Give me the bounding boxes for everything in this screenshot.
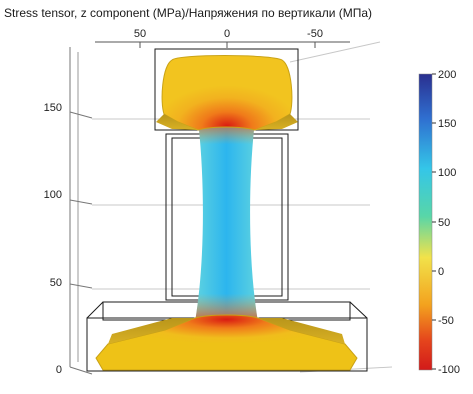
left-tick-label: 100 [44, 189, 62, 201]
left-tick-label: 150 [44, 102, 62, 114]
colorbar-tick-label: 50 [438, 217, 450, 229]
rail-web [195, 120, 258, 322]
graphics-viewport[interactable]: 50 0 -50 150 100 50 0 [0, 22, 473, 394]
top-tick-label: 0 [224, 28, 230, 40]
top-axis: 50 0 -50 [95, 28, 350, 48]
colorbar-tick-label: -50 [438, 315, 454, 327]
left-tick-label: 50 [50, 277, 62, 289]
colorbar: 200 150 100 50 0 -50 -100 [418, 69, 460, 376]
colorbar-tick-label: 200 [438, 69, 456, 81]
rail-head [156, 55, 298, 131]
top-tick-label: -50 [307, 28, 323, 40]
rail-foot [95, 314, 358, 371]
colorbar-tick-label: 0 [438, 266, 444, 278]
stress-plot-svg: 50 0 -50 150 100 50 0 [44, 28, 460, 376]
left-tick-label: 0 [56, 364, 62, 376]
plot-title: Stress tensor, z component (MPa)/Напряже… [4, 6, 373, 20]
colorbar-tick-label: 150 [438, 118, 456, 130]
colorbar-gradient [418, 73, 433, 371]
colorbar-tick-label: 100 [438, 167, 456, 179]
colorbar-tick-label: -100 [438, 364, 460, 376]
top-tick-label: 50 [134, 28, 146, 40]
left-axis: 150 100 50 0 [44, 47, 93, 376]
